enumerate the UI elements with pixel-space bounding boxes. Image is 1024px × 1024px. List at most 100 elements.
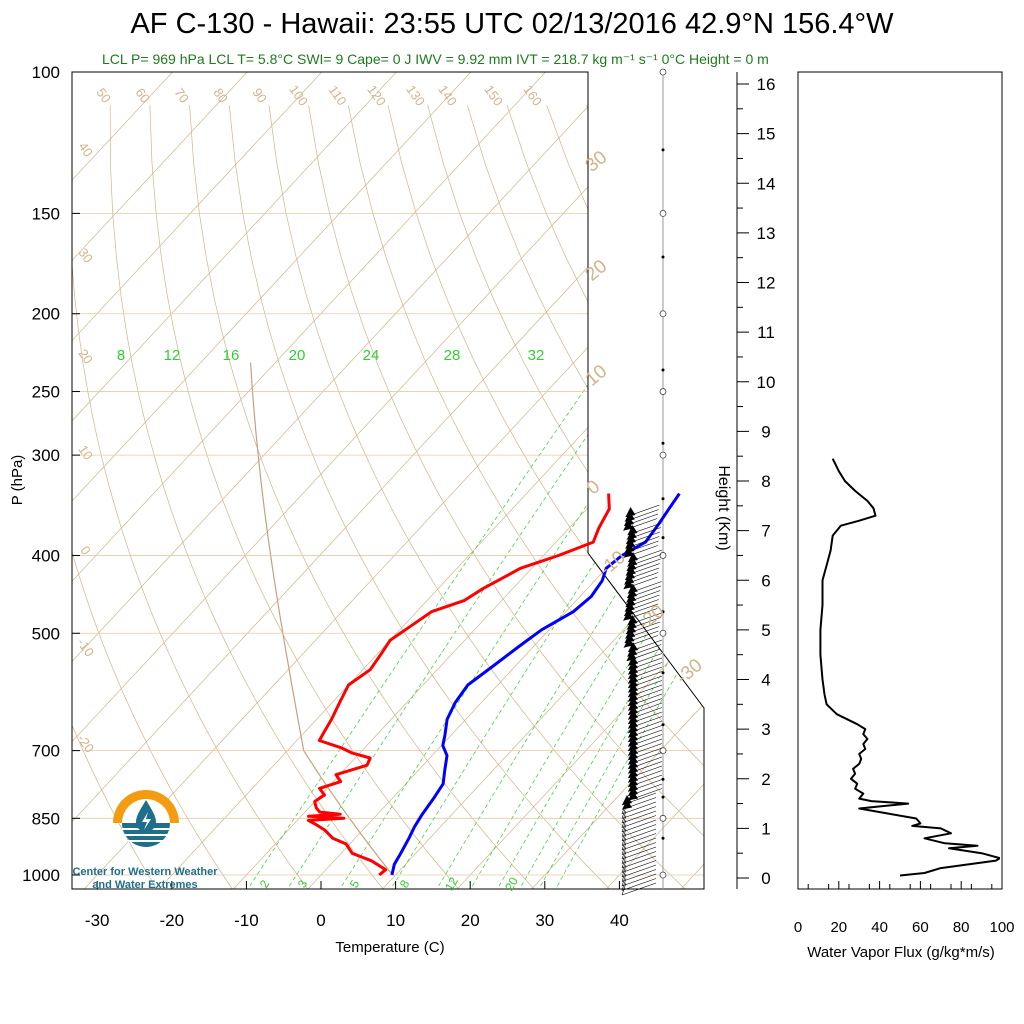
wind-barb-flag	[623, 637, 634, 648]
chart-title: AF C-130 - Hawaii: 23:55 UTC 02/13/2016 …	[130, 8, 894, 40]
wind-barb	[623, 518, 658, 531]
wind-barb-shaft	[621, 842, 657, 855]
mixing-ratio-line	[555, 626, 704, 889]
wind-barb-flag	[625, 507, 636, 517]
height-tick-label: 15	[757, 125, 776, 144]
height-tick-label: 9	[761, 422, 770, 441]
height-axis-title: Height (Km)	[715, 465, 732, 550]
wind-barb-feather	[621, 869, 627, 882]
wind-barb-flag	[624, 633, 635, 643]
mixing-ratio-label: 5	[347, 877, 363, 890]
dry-adiabat-line	[268, 105, 686, 889]
wind-barb-shaft	[621, 851, 657, 864]
height-tick-label: 4	[761, 671, 770, 690]
dry-adiabat-label: 150	[481, 82, 506, 108]
pressure-tick-label: 500	[32, 624, 60, 643]
wind-level-circle	[659, 814, 667, 822]
mixing-ratio-label: 12	[442, 874, 461, 893]
pressure-tick-label: 850	[32, 809, 60, 828]
pressure-tick-label: 300	[32, 446, 60, 465]
pressure-tick-label: 700	[32, 742, 60, 761]
dewpoint-profile	[390, 492, 681, 876]
wind-level-dot	[661, 836, 665, 840]
height-tick-label: 1	[761, 819, 770, 838]
wind-level-dot	[661, 671, 665, 675]
wind-barb	[621, 815, 657, 828]
wind-barb	[627, 788, 663, 801]
wind-barb-feather	[621, 815, 627, 828]
isotherm-line	[83, 222, 704, 889]
mixing-ratio-line	[287, 362, 638, 889]
wind-barb-flag	[626, 624, 636, 634]
wind-barb-feather	[621, 824, 627, 837]
flux-tick-label: 100	[989, 919, 1014, 936]
wind-barb	[621, 882, 657, 896]
wind-level-circle	[659, 451, 667, 459]
mixing-ratio-label: 24	[363, 347, 380, 364]
wind-barb-flag	[626, 561, 637, 571]
wind-barb-shaft	[621, 815, 657, 828]
mixing-ratio-label: 2	[257, 877, 273, 890]
wind-barb-shaft	[621, 869, 657, 882]
wind-barb	[621, 801, 657, 815]
wind-barb	[621, 860, 657, 873]
wind-level-circle	[659, 747, 667, 755]
wind-barb-flag	[625, 597, 636, 607]
wind-barb-shaft	[621, 801, 657, 815]
dry-adiabat-line	[149, 105, 460, 889]
skew-t-lines	[72, 72, 1024, 892]
pressure-axis-title: P (hPa)	[9, 455, 26, 506]
wind-barb	[621, 824, 657, 837]
wind-barb-feather	[621, 837, 627, 851]
wind-barb-flag	[624, 606, 634, 616]
wind-barb-feather	[621, 855, 627, 869]
wind-barb	[621, 873, 657, 887]
wind-barb-flag	[624, 601, 635, 612]
wind-barb-feather	[621, 846, 627, 860]
flux-group	[819, 458, 1000, 877]
wind-barb	[621, 846, 657, 860]
cw3e-logo-mark	[113, 790, 179, 847]
wind-barb-flag	[627, 556, 638, 567]
cw3e-logo: Center for Western Weather and Water Ext…	[60, 780, 230, 900]
isotherm-line	[72, 72, 546, 582]
wind-level-circle	[659, 552, 667, 559]
wind-barb-flag	[628, 642, 638, 652]
pressure-tick-label: 250	[32, 383, 60, 402]
wind-level-dot	[661, 255, 665, 259]
dry-adiabat-label: 130	[403, 82, 428, 108]
wind-barb-shaft	[621, 846, 657, 860]
isotherm-line	[456, 623, 704, 889]
wind-level-circle	[659, 629, 667, 637]
chart-subtitle: LCL P= 969 hPa LCL T= 5.8°C SWI= 9 Cape=…	[102, 51, 769, 67]
wind-barb-feather	[621, 878, 627, 891]
isotherm-line	[753, 72, 1024, 892]
temperature-tick-label: 20	[461, 911, 480, 930]
height-tick-label: 7	[761, 522, 770, 541]
wind-barb-flag	[627, 583, 638, 594]
wind-barb-shaft	[621, 828, 657, 842]
height-tick-label: 11	[757, 323, 775, 342]
wind-barb	[621, 851, 657, 864]
flux-tick-label: 0	[794, 919, 802, 936]
height-tick-label: 8	[761, 472, 770, 491]
isotherm-line	[382, 542, 704, 889]
dry-adiabat-label: 110	[326, 83, 350, 109]
wind-barb-flag	[625, 628, 636, 639]
temperature-tick-label: 10	[386, 911, 405, 930]
wind-barb-feather	[621, 860, 627, 873]
wind-barb-flag	[624, 516, 634, 526]
pressure-tick-label: 150	[32, 204, 60, 223]
temperature-axis-title: Temperature (C)	[335, 939, 444, 956]
mixing-ratio-label: 28	[444, 347, 461, 364]
isotherm-line	[72, 72, 248, 261]
isotherm-line	[72, 72, 397, 422]
wind-barb-flag	[626, 534, 636, 544]
wind-barb-feather	[621, 882, 627, 896]
wind-level-dot	[661, 536, 665, 540]
pressure-tick-label: 1000	[22, 866, 60, 885]
wind-level-circle	[659, 388, 667, 395]
wind-barb	[621, 810, 657, 824]
dry-adiabat-label: 60	[132, 85, 153, 105]
